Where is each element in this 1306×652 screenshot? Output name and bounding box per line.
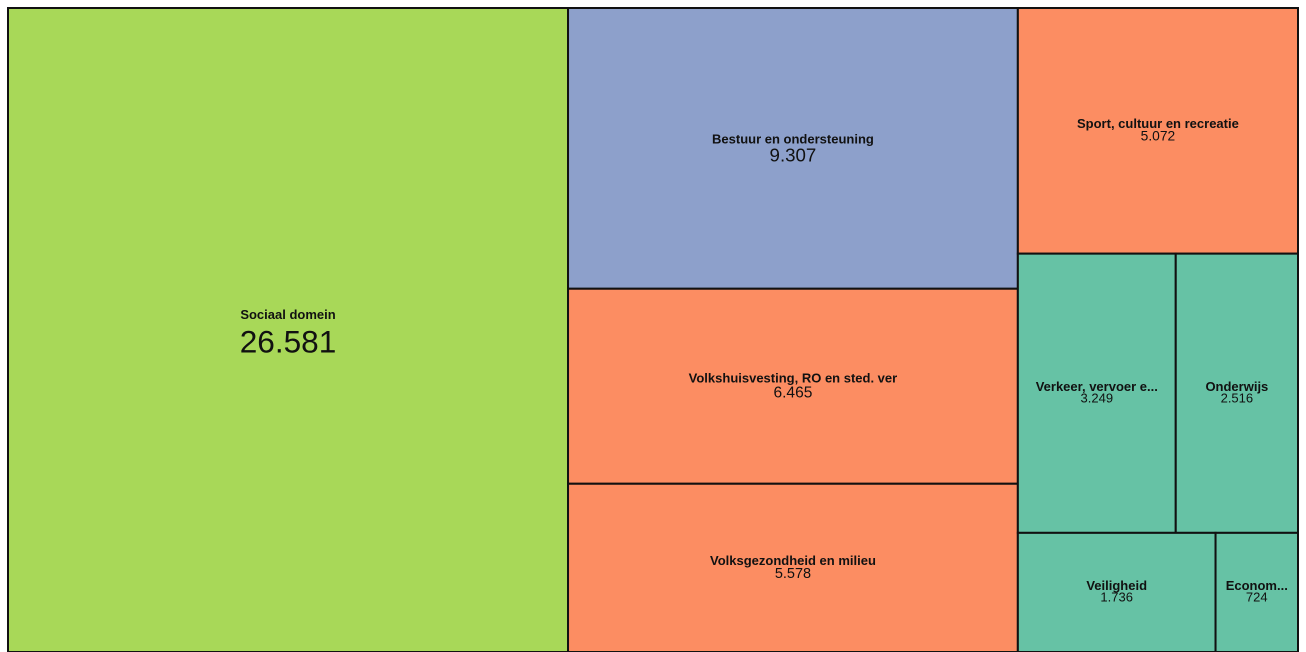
tile-value: 5.072 [1141,129,1176,144]
tile [567,7,1019,290]
tile-label: Sociaal domein [240,307,335,322]
tile-label: Volkshuisvesting, RO en sted. ver [689,371,898,386]
tile-value: 6.465 [773,384,812,401]
tile [567,287,1019,485]
tile [7,7,570,652]
tile-value: 1.736 [1100,590,1133,605]
tile [1016,531,1217,652]
tile-label: Bestuur en ondersteuning [712,131,874,146]
tile-label: Veiligheid [1086,578,1147,593]
tile [1016,252,1177,534]
tile [567,482,1019,652]
tile-value: 3.249 [1081,391,1114,406]
tile-label: Econom... [1226,578,1288,593]
tile-value: 5.578 [775,566,811,582]
tile [1016,7,1299,255]
tile-value: 2.516 [1221,391,1254,406]
tile-value: 26.581 [240,324,337,360]
tile [1214,531,1299,652]
tile-label: Verkeer, vervoer e... [1036,379,1158,394]
tile-value: 9.307 [770,145,817,166]
tile-label: Sport, cultuur en recreatie [1077,116,1239,131]
tile-value: 724 [1246,590,1268,605]
tile-label: Onderwijs [1205,379,1268,394]
tile-label: Volksgezondheid en milieu [710,553,876,568]
